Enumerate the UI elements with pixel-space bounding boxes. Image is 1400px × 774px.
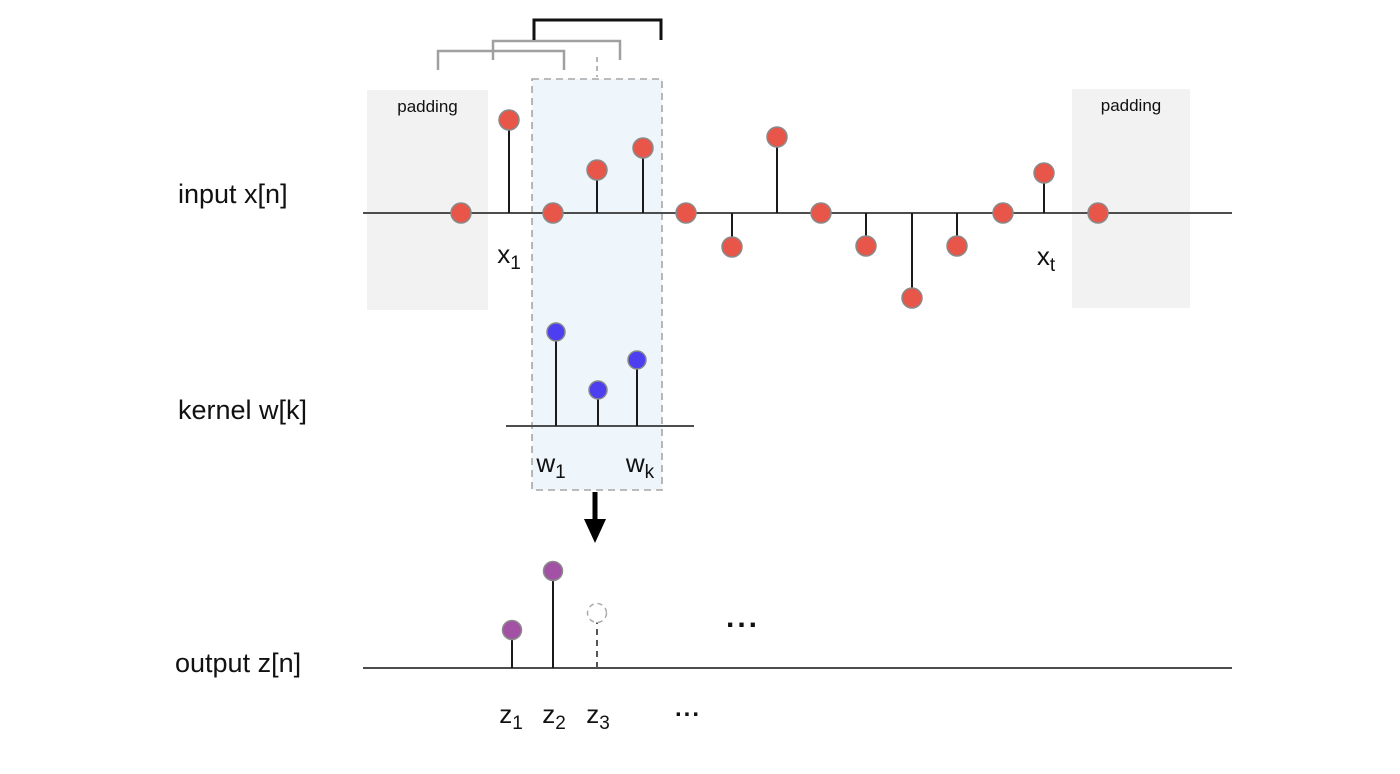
input-dot-8 [766,126,788,148]
w1-sub: 1 [555,462,566,483]
kernel-row-label: kernel w[k] [178,395,308,425]
z2-base: z [542,699,556,729]
input-dot-6 [675,202,697,224]
output-dot-pending-3 [586,602,608,624]
input-dot-11 [901,287,923,309]
output-dot-2 [542,560,564,582]
sliding-window-bracket-3 [532,18,663,40]
input-dot-14 [1033,162,1055,184]
padding-label-right: padding [1100,96,1162,115]
xt-label: xt [1036,241,1055,275]
input-dot-1 [450,202,472,224]
xt-base: x [1036,241,1050,271]
input-dot-13 [992,202,1014,224]
x1-sub: 1 [510,253,521,274]
kernel-dot-3 [627,350,647,370]
input-dot-9 [810,202,832,224]
input-dot-3 [542,202,564,224]
z1-base: z [499,699,513,729]
wk-label: wk [625,448,654,482]
z3-label: z3 [586,699,610,733]
z2-sub: 2 [555,713,566,734]
input-dot-4 [586,159,608,181]
wk-sub: k [644,462,655,483]
z3-base: z [586,699,600,729]
padding-region-left [367,90,488,310]
arrow-head-icon [584,519,606,543]
input-dot-5 [632,137,654,159]
x1-label: x1 [497,239,521,273]
output-ellipsis-labels: ... [674,695,702,722]
w1-base: w [536,448,556,478]
input-dot-15 [1087,202,1109,224]
sliding-window-bracket-1 [436,49,566,70]
wk-base: w [625,448,645,478]
x1-base: x [497,239,511,269]
input-dot-7 [721,236,743,258]
padding-label-left: padding [397,97,458,116]
output-ellipsis-axis: ... [725,601,761,634]
input-dot-12 [946,235,968,257]
w1-label: w1 [536,448,565,482]
sliding-window-bracket-2 [491,39,622,60]
input-dot-10 [855,235,877,257]
output-row-label: output z[n] [175,648,302,678]
z1-sub: 1 [512,713,523,734]
z1-label: z1 [499,699,523,733]
kernel-dot-1 [546,322,566,342]
kernel-dot-2 [588,380,608,400]
z2-label: z2 [542,699,566,733]
input-row-label: input x[n] [178,179,288,209]
xt-sub: t [1049,255,1056,276]
z3-sub: 3 [599,713,610,734]
padding-region-right [1072,89,1190,308]
output-dot-1 [501,619,523,641]
input-dot-2 [498,109,520,131]
